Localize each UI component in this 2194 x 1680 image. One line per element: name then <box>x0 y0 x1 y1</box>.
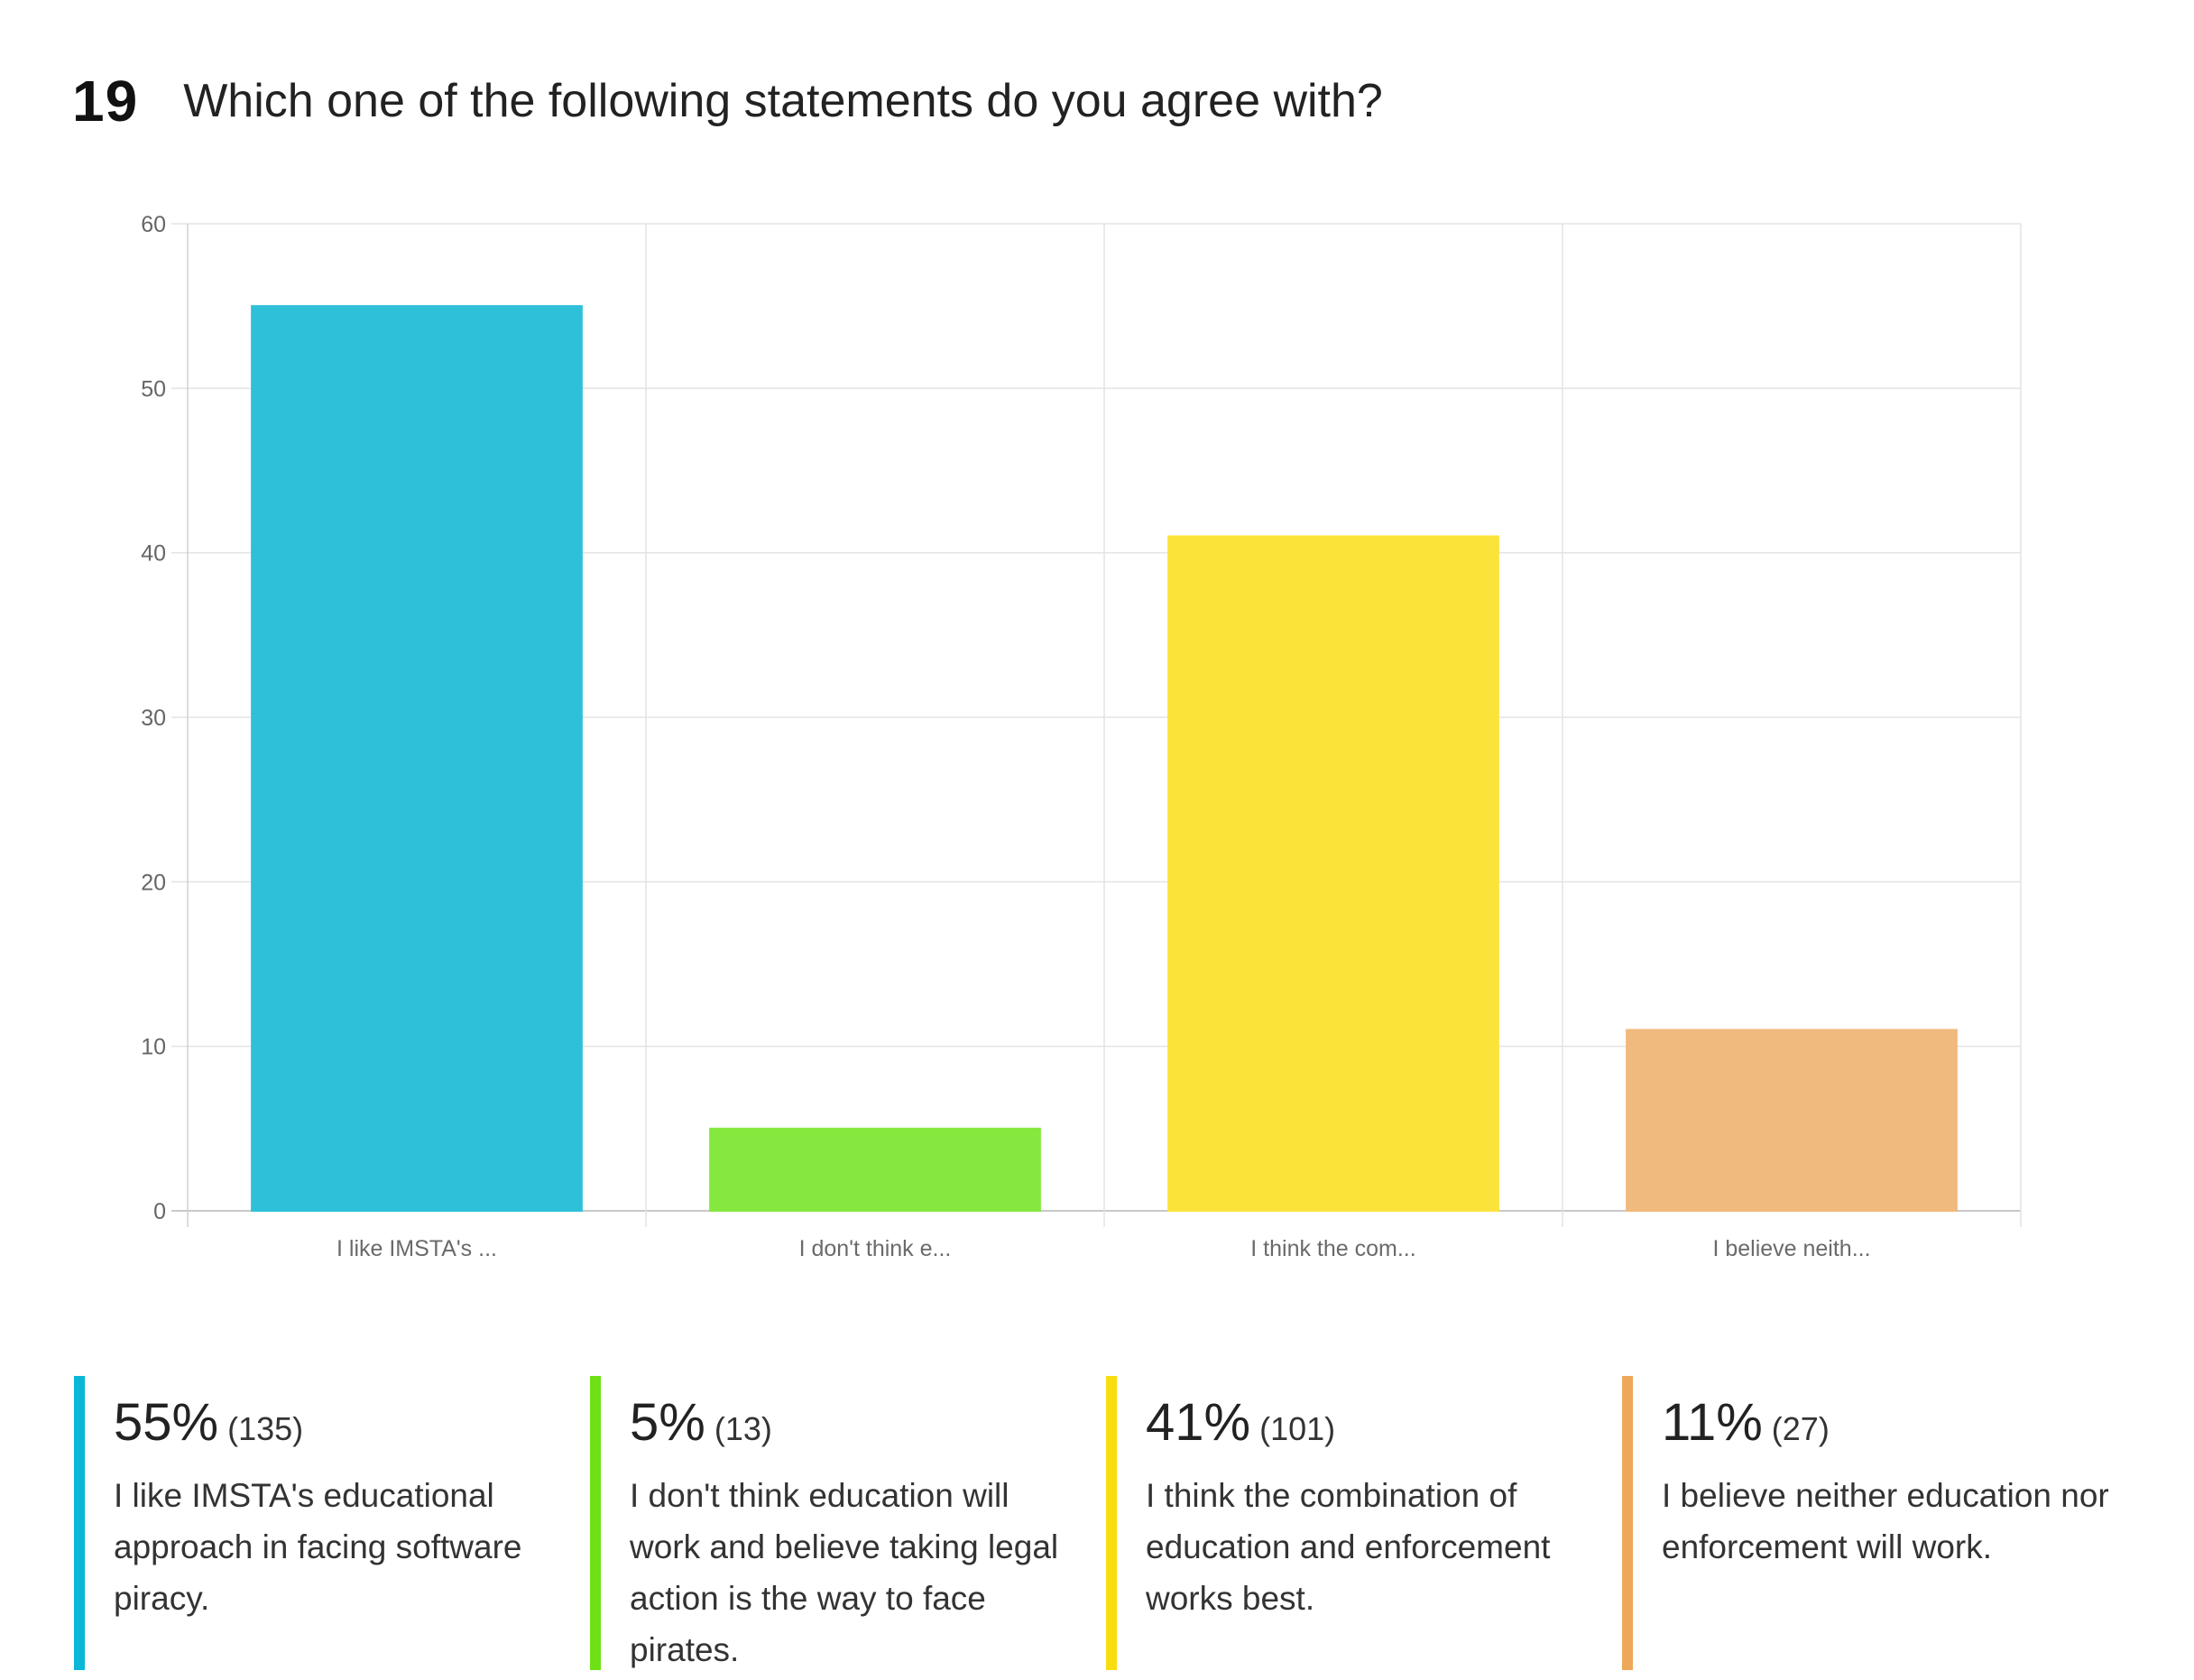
legend-percent: 55% <box>114 1393 219 1452</box>
y-tick-label: 40 <box>141 541 166 567</box>
legend-label: I like IMSTA's educational approach in f… <box>114 1477 522 1617</box>
bar <box>709 1127 1041 1213</box>
y-tick-label: 0 <box>153 1199 166 1224</box>
question-number: 19 <box>72 69 139 134</box>
y-tick-label: 60 <box>141 212 166 237</box>
legend-color-bar <box>74 1376 85 1670</box>
legend-stat: 11% (27) <box>1662 1392 2113 1464</box>
legend-text: 41% (101) I think the combination of edu… <box>1146 1376 1597 1624</box>
legend-count: (101) <box>1259 1410 1336 1447</box>
legend-percent: 41% <box>1146 1393 1251 1452</box>
legend-count: (27) <box>1771 1410 1830 1447</box>
legend-stat: 55% (135) <box>114 1392 565 1464</box>
legend-percent: 5% <box>630 1393 705 1452</box>
bar <box>1626 1029 1958 1213</box>
chart-axes: 0 10 20 30 40 50 60 I like IMSTA's ... I don't t… <box>141 212 1870 1261</box>
chart-bars <box>251 305 1958 1213</box>
bar <box>1167 535 1499 1212</box>
x-tick-label: I like IMSTA's ... <box>336 1236 497 1261</box>
x-tick-label: I don't think e... <box>799 1236 952 1261</box>
legend-color-bar <box>590 1376 601 1670</box>
legend-color-bar <box>1622 1376 1633 1670</box>
legend-text: 5% (13) I don't think education will wor… <box>630 1376 1081 1675</box>
legend-label: I think the combination of education and… <box>1146 1477 1551 1617</box>
x-tick-label: I think the com... <box>1250 1236 1415 1261</box>
legend-color-bar <box>1106 1376 1117 1670</box>
legend-percent: 11% <box>1662 1393 1763 1452</box>
question-header: 19 Which one of the following statements… <box>72 65 1383 137</box>
y-tick-label: 10 <box>141 1035 166 1060</box>
legend-label: I believe neither education nor enforcem… <box>1662 1477 2109 1565</box>
question-title: Which one of the following statements do… <box>183 75 1383 127</box>
bar <box>251 305 583 1212</box>
y-tick-label: 50 <box>141 376 166 402</box>
x-tick-label: I believe neith... <box>1712 1236 1870 1261</box>
y-tick-label: 30 <box>141 706 166 731</box>
legend-stat: 5% (13) <box>630 1392 1081 1464</box>
legend-text: 55% (135) I like IMSTA's educational app… <box>114 1376 565 1624</box>
answer-legend: 55% (135) I like IMSTA's educational app… <box>74 1376 2176 1674</box>
legend-count: (13) <box>714 1410 772 1447</box>
legend-stat: 41% (101) <box>1146 1392 1597 1464</box>
bar-chart: 0 10 20 30 40 50 60 I like IMSTA's ... I don't t… <box>141 212 2022 1261</box>
legend-label: I don't think education will work and be… <box>630 1477 1059 1668</box>
legend-count: (135) <box>227 1410 304 1447</box>
y-tick-label: 20 <box>141 870 166 895</box>
legend-text: 11% (27) I believe neither education nor… <box>1662 1376 2113 1573</box>
